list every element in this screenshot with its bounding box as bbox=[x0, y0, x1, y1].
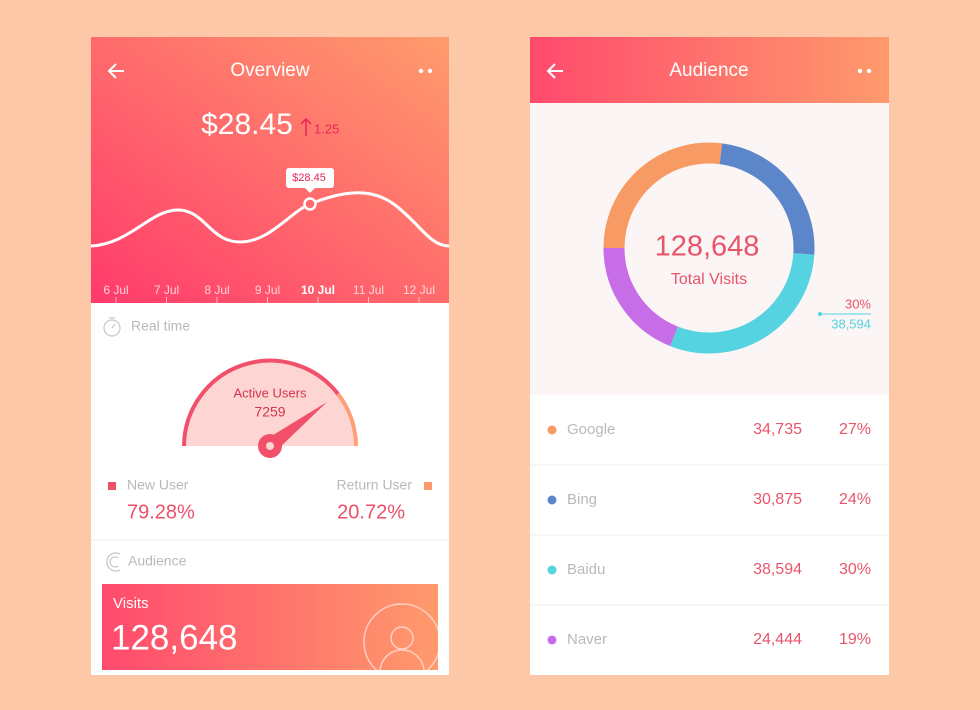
source-visits: 34,735 bbox=[753, 421, 802, 438]
total-label: Total Visits bbox=[671, 271, 747, 288]
date-label[interactable]: 12 Jul bbox=[403, 283, 435, 297]
audience-icon bbox=[106, 552, 121, 572]
source-name: Google bbox=[567, 421, 615, 438]
header bbox=[530, 37, 889, 103]
date-label[interactable]: 10 Jul bbox=[301, 283, 335, 297]
source-share: 27% bbox=[839, 421, 871, 438]
up-arrow bbox=[300, 117, 312, 136]
date-label[interactable]: 6 Jul bbox=[103, 283, 128, 297]
source-visits: 24,444 bbox=[753, 631, 802, 648]
date-label[interactable]: 8 Jul bbox=[204, 283, 229, 297]
donut-segment bbox=[670, 253, 815, 354]
source-dot bbox=[547, 635, 557, 645]
source-name: Baidu bbox=[567, 561, 605, 578]
source-name: Bing bbox=[567, 491, 597, 508]
source-share: 19% bbox=[839, 631, 871, 648]
audience-card: Audience 128,648 Total Visits 30% 38,594… bbox=[530, 37, 889, 675]
date-axis: 6 Jul 7 Jul 8 Jul 9 Jul 10 Jul 11 Jul 12 Jul bbox=[103, 283, 435, 303]
gauge-label: Active Users bbox=[234, 385, 307, 400]
source-dot bbox=[547, 425, 557, 435]
callout-share: 30% bbox=[845, 296, 871, 311]
header bbox=[91, 37, 449, 303]
source-visits: 30,875 bbox=[753, 491, 802, 508]
user-icon bbox=[363, 603, 438, 670]
tooltip bbox=[286, 168, 334, 193]
source-share: 24% bbox=[839, 491, 871, 508]
legend-swatch bbox=[108, 482, 116, 490]
gauge bbox=[182, 358, 358, 458]
back-button[interactable] bbox=[546, 63, 563, 79]
point bbox=[303, 197, 317, 211]
gauge-value: 7259 bbox=[254, 404, 285, 420]
overview-card: Overview $28.45 1.25 $28.45 6 Jul 7 Jul 8 … bbox=[90, 37, 450, 675]
legend-swatch bbox=[424, 482, 432, 490]
legend-value: 20.72% bbox=[337, 501, 405, 523]
source-name: Naver bbox=[567, 631, 607, 648]
title: Overview bbox=[230, 60, 309, 81]
legend-value: 79.28% bbox=[127, 501, 195, 523]
visits-value: 128,648 bbox=[111, 618, 238, 657]
section-heading: Real time bbox=[131, 318, 190, 334]
title: Audience bbox=[669, 60, 748, 81]
date-label[interactable]: 11 Jul bbox=[353, 283, 384, 297]
visits-label: Visits bbox=[113, 595, 149, 612]
source-dot bbox=[547, 495, 557, 505]
source-list: Google 34,735 27% Bing 30,875 24% Baidu 38,594 3… bbox=[530, 421, 889, 648]
price-change: 1.25 bbox=[314, 121, 339, 136]
legend-label: New User bbox=[127, 477, 189, 493]
trend-line bbox=[90, 191, 450, 248]
donut-segment bbox=[603, 142, 723, 249]
donut bbox=[603, 142, 815, 354]
tooltip-text: $28.45 bbox=[292, 172, 326, 184]
donut-segment bbox=[603, 247, 679, 347]
source-share: 30% bbox=[839, 561, 871, 578]
timer-icon bbox=[103, 317, 121, 337]
menu-button[interactable] bbox=[857, 68, 872, 74]
date-label[interactable]: 9 Jul bbox=[255, 283, 280, 297]
source-visits: 38,594 bbox=[753, 561, 802, 578]
back-button[interactable] bbox=[107, 63, 124, 79]
legend-label: Return User bbox=[337, 477, 413, 493]
callout-visits: 38,594 bbox=[831, 316, 871, 331]
visits-card[interactable] bbox=[102, 584, 438, 670]
source-dot bbox=[547, 565, 557, 575]
section-heading: Audience bbox=[128, 553, 187, 569]
price: $28.45 bbox=[201, 108, 293, 141]
total: 128,648 bbox=[655, 231, 760, 263]
date-label[interactable]: 7 Jul bbox=[154, 283, 179, 297]
menu-button[interactable] bbox=[418, 68, 433, 74]
callout-dot bbox=[818, 312, 822, 316]
donut-segment bbox=[719, 143, 815, 255]
